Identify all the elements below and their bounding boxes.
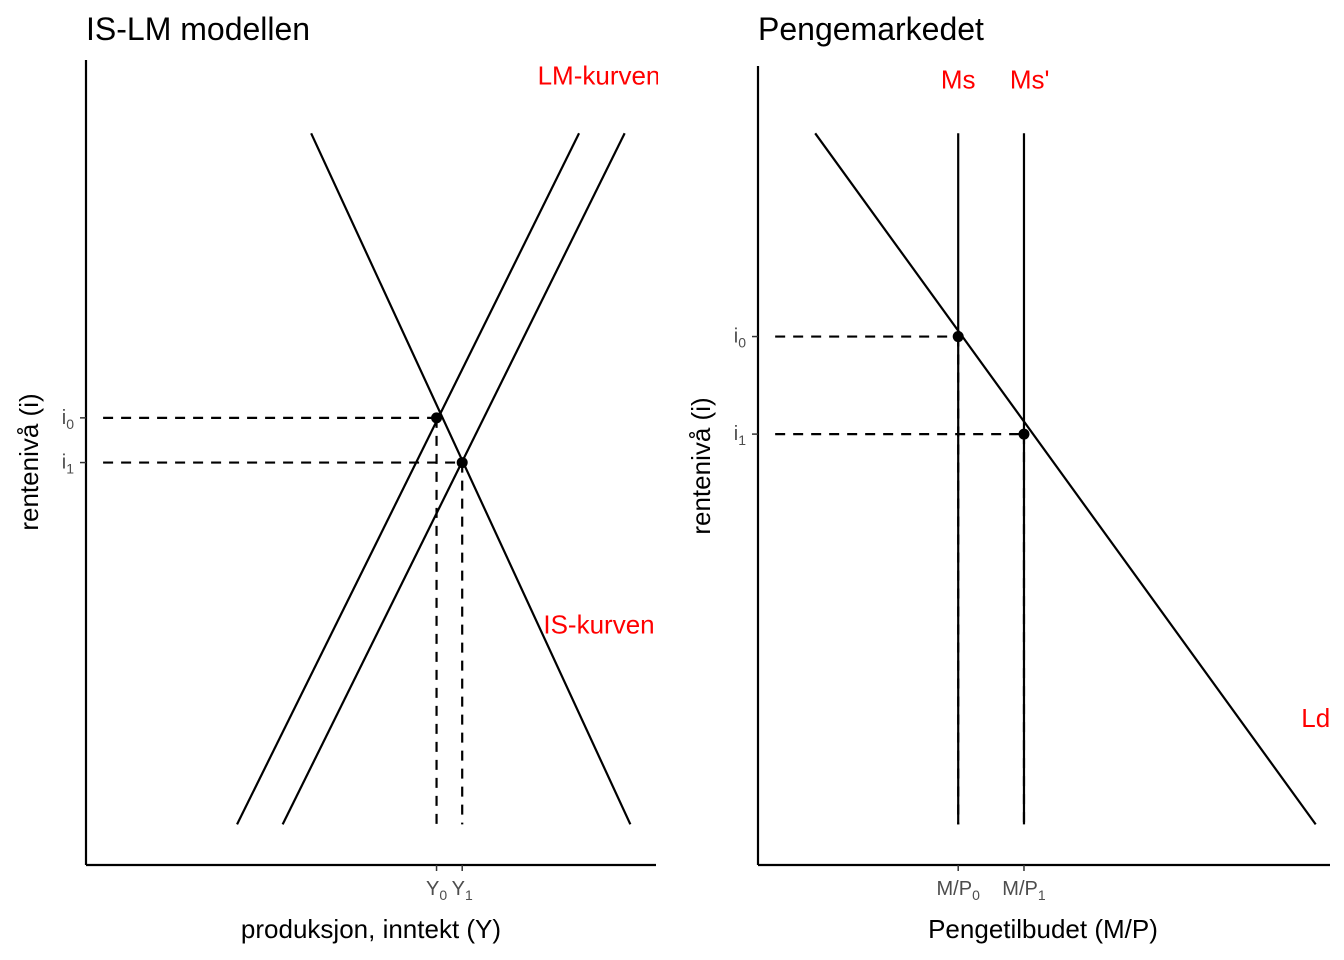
curve-label: Ms: [941, 65, 976, 95]
curve-label: LM-kurven: [538, 61, 661, 91]
curve-lm-kurven-0: [236, 132, 581, 825]
x-tick-label: M/P1: [1002, 878, 1046, 903]
money-market-title: Pengemarkedet: [758, 11, 984, 47]
curve-ld-2: [814, 132, 1317, 825]
curve-labels: LM-kurven IS-kurven: [538, 61, 661, 640]
curve-is-kurven-2: [310, 132, 632, 825]
equilibrium-point: [952, 331, 964, 343]
y-tick-label: i0: [734, 326, 746, 351]
y-tick-label: i1: [62, 452, 74, 477]
x-tick-label: Y1: [452, 878, 473, 903]
money-market-x-axis-title: Pengetilbudet (M/P): [928, 914, 1158, 944]
x-tick-label: Y0: [426, 878, 447, 903]
y-tick-label: i0: [62, 407, 74, 432]
curve-labels: Ms Ms' Ld: [941, 65, 1330, 733]
curve-label: IS-kurven: [543, 609, 654, 639]
is-lm-title: IS-LM modellen: [86, 11, 310, 47]
equilibrium-point: [431, 412, 443, 424]
is-lm-y-axis-title: rentenivå (i): [14, 393, 44, 530]
equilibrium-point: [456, 457, 468, 469]
is-lm-x-axis-title: produksjon, inntekt (Y): [241, 914, 501, 944]
money-market-y-axis-title: rentenivå (i): [686, 397, 716, 534]
curve-lm-kurven-1: [281, 132, 626, 825]
x-tick-label: M/P0: [937, 878, 981, 903]
curve-label: Ms': [1010, 65, 1050, 95]
is-lm-panel: IS-LM modellen produksjon, inntekt (Y) r…: [14, 11, 661, 944]
curve-label: Ld: [1301, 703, 1330, 733]
equilibrium-point: [1018, 428, 1030, 440]
y-tick-label: i1: [734, 423, 746, 448]
money-market-panel: Pengemarkedet Pengetilbudet (M/P) renten…: [686, 11, 1330, 944]
